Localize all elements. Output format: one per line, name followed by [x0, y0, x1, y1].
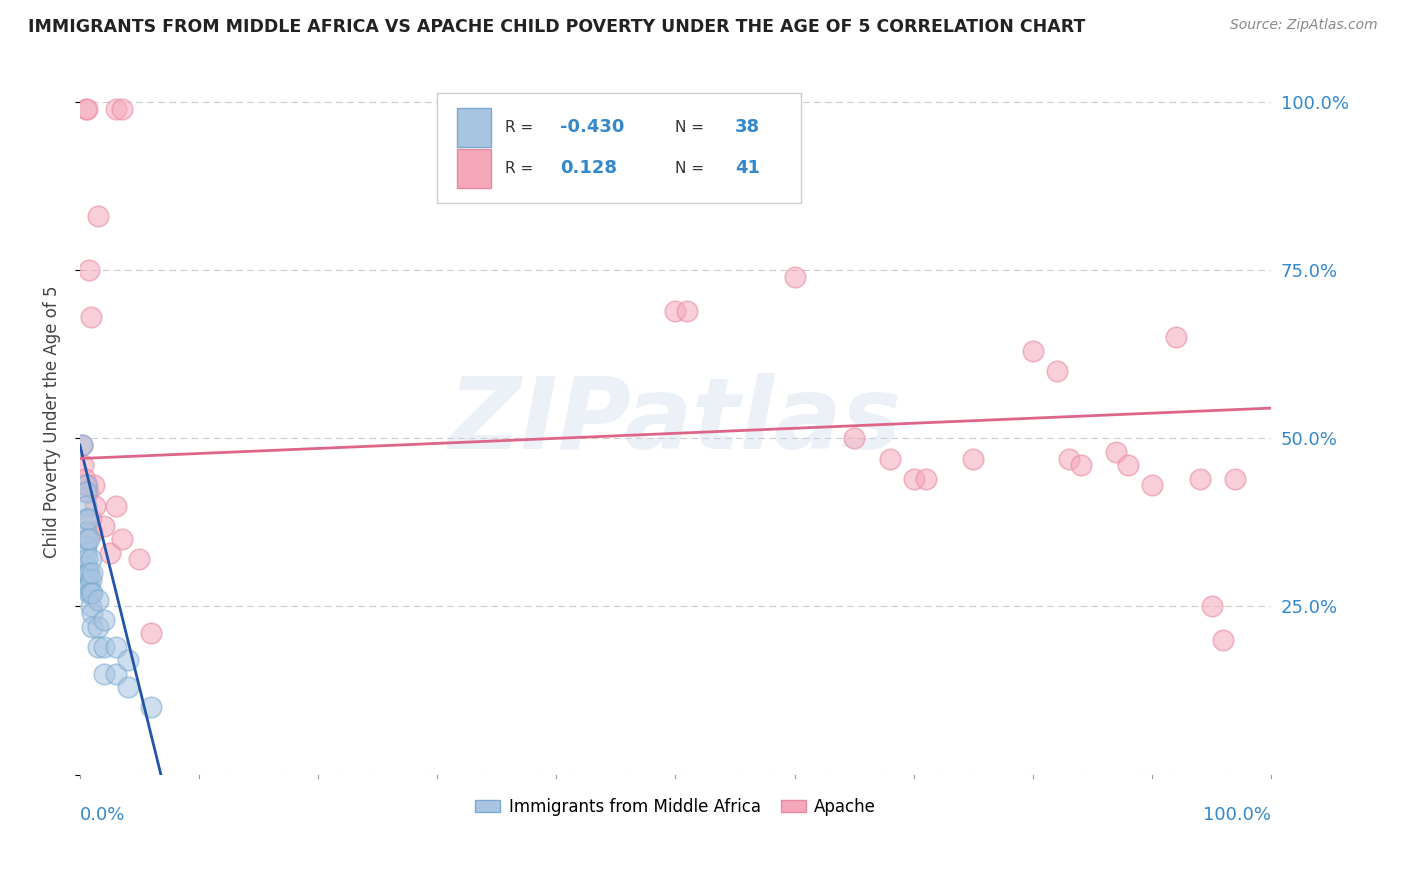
Point — [79, 566, 101, 580]
Point — [98, 546, 121, 560]
Text: R =: R = — [505, 161, 538, 176]
Point — [79, 263, 101, 277]
Point — [1140, 478, 1163, 492]
Point — [76, 533, 98, 547]
Point — [72, 438, 94, 452]
Point — [783, 270, 806, 285]
Point — [79, 533, 101, 547]
Point — [664, 303, 686, 318]
Point — [77, 566, 100, 580]
Text: 38: 38 — [735, 119, 761, 136]
Point — [1201, 599, 1223, 614]
Point — [80, 620, 103, 634]
Point — [76, 579, 98, 593]
Point — [141, 626, 163, 640]
Point — [80, 606, 103, 620]
Point — [79, 310, 101, 325]
Point — [87, 592, 110, 607]
FancyBboxPatch shape — [437, 94, 800, 202]
Point — [73, 472, 96, 486]
Point — [79, 573, 101, 587]
Point — [93, 666, 115, 681]
Point — [903, 472, 925, 486]
Point — [93, 613, 115, 627]
Point — [104, 102, 127, 116]
Point — [104, 640, 127, 654]
Point — [962, 451, 984, 466]
Point — [1105, 445, 1128, 459]
Point — [75, 546, 97, 560]
Point — [879, 451, 901, 466]
Point — [93, 640, 115, 654]
Text: 0.128: 0.128 — [560, 160, 617, 178]
Point — [1069, 458, 1091, 473]
Point — [75, 539, 97, 553]
Point — [110, 102, 132, 116]
Point — [1022, 343, 1045, 358]
Text: 100.0%: 100.0% — [1204, 806, 1271, 824]
Point — [87, 620, 110, 634]
Legend: Immigrants from Middle Africa, Apache: Immigrants from Middle Africa, Apache — [468, 791, 883, 822]
Text: 0.0%: 0.0% — [80, 806, 125, 824]
Point — [76, 478, 98, 492]
Point — [75, 102, 97, 116]
Point — [84, 499, 107, 513]
Text: Source: ZipAtlas.com: Source: ZipAtlas.com — [1230, 18, 1378, 32]
Point — [75, 559, 97, 574]
Text: IMMIGRANTS FROM MIDDLE AFRICA VS APACHE CHILD POVERTY UNDER THE AGE OF 5 CORRELA: IMMIGRANTS FROM MIDDLE AFRICA VS APACHE … — [28, 18, 1085, 36]
Point — [79, 552, 101, 566]
Point — [76, 552, 98, 566]
Point — [75, 499, 97, 513]
Point — [80, 566, 103, 580]
Point — [75, 512, 97, 526]
Point — [76, 102, 98, 116]
Text: N =: N = — [675, 161, 710, 176]
Point — [110, 533, 132, 547]
Y-axis label: Child Poverty Under the Age of 5: Child Poverty Under the Age of 5 — [44, 285, 60, 558]
Point — [79, 586, 101, 600]
Point — [76, 566, 98, 580]
Point — [914, 472, 936, 486]
Point — [87, 640, 110, 654]
Text: 41: 41 — [735, 160, 761, 178]
Point — [844, 431, 866, 445]
Point — [87, 210, 110, 224]
Point — [72, 438, 94, 452]
Text: ZIPatlas: ZIPatlas — [449, 373, 903, 470]
FancyBboxPatch shape — [457, 149, 491, 188]
Point — [79, 579, 101, 593]
Point — [80, 586, 103, 600]
Point — [676, 303, 699, 318]
Point — [128, 552, 150, 566]
Point — [104, 666, 127, 681]
FancyBboxPatch shape — [457, 108, 491, 147]
Point — [1225, 472, 1247, 486]
Point — [1116, 458, 1139, 473]
Point — [93, 518, 115, 533]
Point — [117, 653, 139, 667]
Point — [75, 478, 97, 492]
Point — [1188, 472, 1211, 486]
Point — [80, 525, 103, 540]
Point — [1164, 330, 1187, 344]
Point — [117, 680, 139, 694]
Point — [104, 499, 127, 513]
Point — [1212, 633, 1234, 648]
Point — [79, 586, 101, 600]
Text: R =: R = — [505, 120, 538, 135]
Point — [77, 485, 100, 500]
Text: -0.430: -0.430 — [560, 119, 624, 136]
Point — [1057, 451, 1080, 466]
Text: N =: N = — [675, 120, 710, 135]
Point — [75, 485, 97, 500]
Point — [141, 700, 163, 714]
Point — [75, 525, 97, 540]
Point — [1046, 364, 1069, 378]
Point — [79, 599, 101, 614]
Point — [79, 512, 101, 526]
Point — [72, 458, 94, 473]
Point — [83, 478, 105, 492]
Point — [77, 512, 100, 526]
